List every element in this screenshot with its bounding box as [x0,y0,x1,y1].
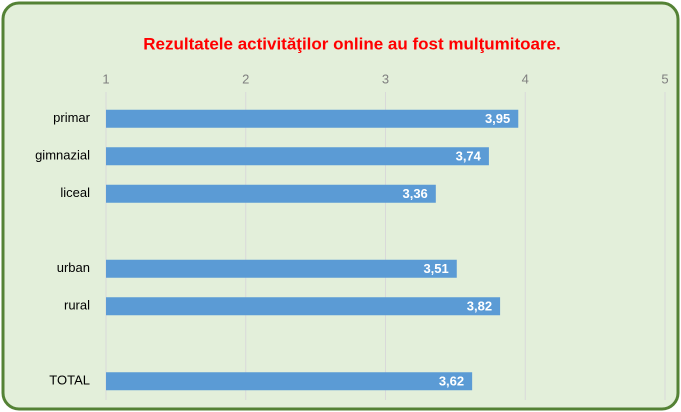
chart-title: Rezultatele activităţilor online au fost… [143,34,561,53]
bar [106,297,501,316]
y-tick-label: primar [53,110,91,125]
bar [106,259,457,278]
data-label: 3,51 [423,261,448,276]
x-tick-label: 2 [242,71,249,86]
y-tick-label: urban [57,260,90,275]
bar [106,109,519,128]
y-tick-label: rural [64,298,90,313]
x-tick-label: 1 [102,71,109,86]
y-tick-label: TOTAL [49,373,90,388]
bar [106,184,436,203]
bar [106,372,473,391]
y-tick-label: gimnazial [35,148,90,163]
x-tick-label: 4 [522,71,529,86]
data-label: 3,95 [485,111,510,126]
x-tick-label: 3 [382,71,389,86]
bar [106,147,489,166]
data-label: 3,36 [402,186,427,201]
x-tick-label: 5 [661,71,668,86]
y-tick-label: liceal [60,185,90,200]
data-label: 3,82 [467,299,492,314]
data-label: 3,74 [456,149,482,164]
data-label: 3,62 [439,374,464,389]
